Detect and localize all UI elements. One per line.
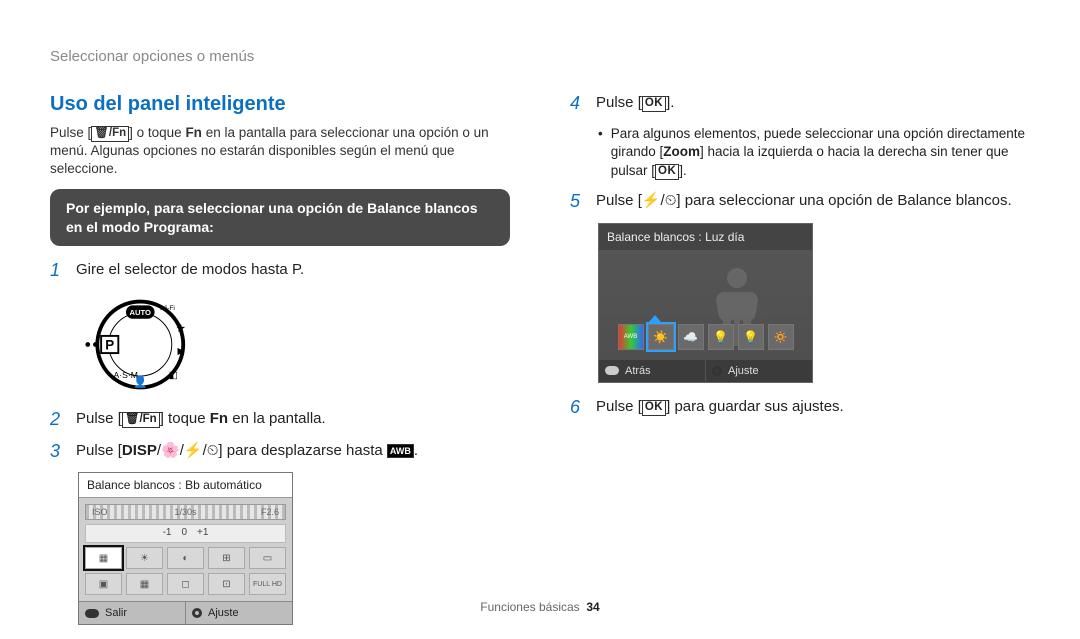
- intro-part2: ] o toque: [129, 125, 185, 140]
- step-number: 5: [570, 191, 586, 213]
- step-number: 3: [50, 441, 66, 463]
- awb-icon: AWB: [387, 444, 414, 459]
- step-text: Pulse [⚡/⏲] para seleccionar una opción …: [596, 191, 1030, 211]
- grid-cell: ⊞: [208, 547, 245, 569]
- camera-screenshot-2: Balance blancos : Luz día AWB ☀️ ☁️ 💡 💡 …: [598, 223, 813, 383]
- page-footer: Funciones básicas 34: [0, 600, 1080, 614]
- t: ] toque: [160, 410, 210, 427]
- t: Pulse [: [76, 442, 122, 459]
- back-button: Atrás: [599, 360, 705, 382]
- step-text: Pulse [OK].: [596, 93, 1030, 113]
- scale-v: 0: [181, 527, 187, 538]
- grid-cell: ◐: [167, 547, 204, 569]
- step-4: 4 Pulse [OK].: [570, 93, 1030, 115]
- t: ].: [666, 94, 674, 111]
- step-text: Pulse [OK] para guardar sus ajustes.: [596, 397, 1030, 417]
- step-number: 6: [570, 397, 586, 419]
- t: /🌸/⚡/⏲] para desplazarse hasta: [157, 442, 387, 459]
- svg-text:A·S·M: A·S·M: [114, 370, 138, 380]
- bullet-icon: •: [598, 125, 603, 182]
- step-5: 5 Pulse [⚡/⏲] para seleccionar una opció…: [570, 191, 1030, 213]
- wb-fluor2: 💡: [738, 324, 764, 350]
- t: en la pantalla.: [228, 410, 326, 427]
- page-number: 34: [586, 600, 599, 614]
- step-number: 1: [50, 260, 66, 282]
- btn-label: Atrás: [625, 365, 651, 377]
- svg-text:Wi-Fi: Wi-Fi: [159, 305, 175, 312]
- svg-text:AUTO: AUTO: [130, 308, 152, 317]
- zoom-label: Zoom: [663, 144, 700, 159]
- step-4-bullet: • Para algunos elementos, puede seleccio…: [598, 125, 1030, 182]
- intro-text: Pulse [🗑/Fn] o toque Fn en la pantalla p…: [50, 124, 510, 179]
- footer-label: Funciones básicas: [480, 600, 579, 614]
- screenshot2-footer: Atrás Ajuste: [599, 360, 812, 382]
- t: ].: [679, 163, 687, 178]
- grid-cell: FULL HD: [249, 573, 286, 595]
- step-number: 2: [50, 409, 66, 431]
- wb-tungsten: 🔅: [768, 324, 794, 350]
- step-2: 2 Pulse [🗑/Fn] toque Fn en la pantalla.: [50, 409, 510, 431]
- step-1: 1 Gire el selector de modos hasta P.: [50, 260, 510, 282]
- screenshot1-title: Balance blancos : Bb automático: [79, 473, 292, 498]
- grid-cell: ▣: [85, 573, 122, 595]
- ok-icon: OK: [655, 164, 679, 180]
- trash-fn-icon: 🗑/Fn: [122, 412, 160, 428]
- selection-arrow-icon: [649, 315, 661, 322]
- section-title: Uso del panel inteligente: [50, 93, 510, 116]
- step-text: Pulse [DISP/🌸/⚡/⏲] para desplazarse hast…: [76, 441, 510, 461]
- grid-cell-awb: ▦: [85, 547, 122, 569]
- btn-label: Ajuste: [728, 365, 759, 377]
- wb-awb: AWB: [618, 324, 644, 350]
- breadcrumb: Seleccionar opciones o menús: [50, 48, 1030, 65]
- wb-fluor1: 💡: [708, 324, 734, 350]
- grid-cell: ☀: [126, 547, 163, 569]
- screenshot2-body: AWB ☀️ ☁️ 💡 💡 🔅: [599, 250, 812, 360]
- t: Pulse [: [76, 410, 122, 427]
- screenshot2-title: Balance blancos : Luz día: [599, 224, 812, 250]
- trash-fn-icon: 🗑/Fn: [91, 126, 129, 142]
- step-number: 4: [570, 93, 586, 115]
- step-text: Gire el selector de modos hasta P.: [76, 260, 510, 280]
- ok-icon: OK: [642, 96, 666, 112]
- fn-label: Fn: [185, 125, 202, 140]
- scale-v: -1: [163, 527, 172, 538]
- grid-cell: ◻: [167, 573, 204, 595]
- grid-cell: ⊡: [208, 573, 245, 595]
- grid-cell: ▭: [249, 547, 286, 569]
- ok-icon: OK: [642, 400, 666, 416]
- svg-text:◧: ◧: [169, 370, 178, 381]
- wb-options: AWB ☀️ ☁️ 💡 💡 🔅: [618, 324, 794, 350]
- options-grid: ▦ ☀ ◐ ⊞ ▭ ▣ ▦ ◻ ⊡ FULL HD: [85, 547, 286, 595]
- bullet-text: Para algunos elementos, puede selecciona…: [611, 125, 1030, 182]
- svg-text:▶: ▶: [178, 346, 186, 357]
- pill-text: Por ejemplo, para seleccionar una opción…: [66, 200, 478, 235]
- mode-dial-icon: AUTO Wi-Fi ★ ▶ ◧ 👤 A·S·M P: [78, 292, 193, 397]
- scale-v: +1: [197, 527, 208, 538]
- fn-label: Fn: [210, 410, 228, 427]
- right-column: 4 Pulse [OK]. • Para algunos elementos, …: [570, 93, 1030, 639]
- example-pill: Por ejemplo, para seleccionar una opción…: [50, 189, 510, 247]
- svg-text:★: ★: [176, 323, 186, 335]
- t: Pulse [: [596, 398, 642, 415]
- wb-cloudy: ☁️: [678, 324, 704, 350]
- content-columns: Uso del panel inteligente Pulse [🗑/Fn] o…: [50, 93, 1030, 639]
- grid-cell: ▦: [126, 573, 163, 595]
- intro-part1: Pulse [: [50, 125, 91, 140]
- left-column: Uso del panel inteligente Pulse [🗑/Fn] o…: [50, 93, 510, 639]
- step-3: 3 Pulse [DISP/🌸/⚡/⏲] para desplazarse ha…: [50, 441, 510, 463]
- adjust-button: Ajuste: [705, 360, 812, 382]
- screenshot1-body: ISO1/30sF2.6 -1 0 +1 ▦ ☀ ◐ ⊞ ▭ ▣ ▦ ◻ ⊡ F…: [79, 498, 292, 601]
- svg-text:P: P: [105, 337, 114, 352]
- wb-daylight: ☀️: [648, 324, 674, 350]
- dot-icon: [712, 366, 722, 376]
- step-6: 6 Pulse [OK] para guardar sus ajustes.: [570, 397, 1030, 419]
- t: ] para guardar sus ajustes.: [666, 398, 844, 415]
- ruler-top: ISO1/30sF2.6: [85, 504, 286, 520]
- t: Pulse [: [596, 94, 642, 111]
- step-text: Pulse [🗑/Fn] toque Fn en la pantalla.: [76, 409, 510, 429]
- t: .: [414, 442, 418, 459]
- back-icon: [605, 366, 619, 375]
- ev-scale: -1 0 +1: [85, 524, 286, 543]
- disp-label: DISP: [122, 442, 157, 459]
